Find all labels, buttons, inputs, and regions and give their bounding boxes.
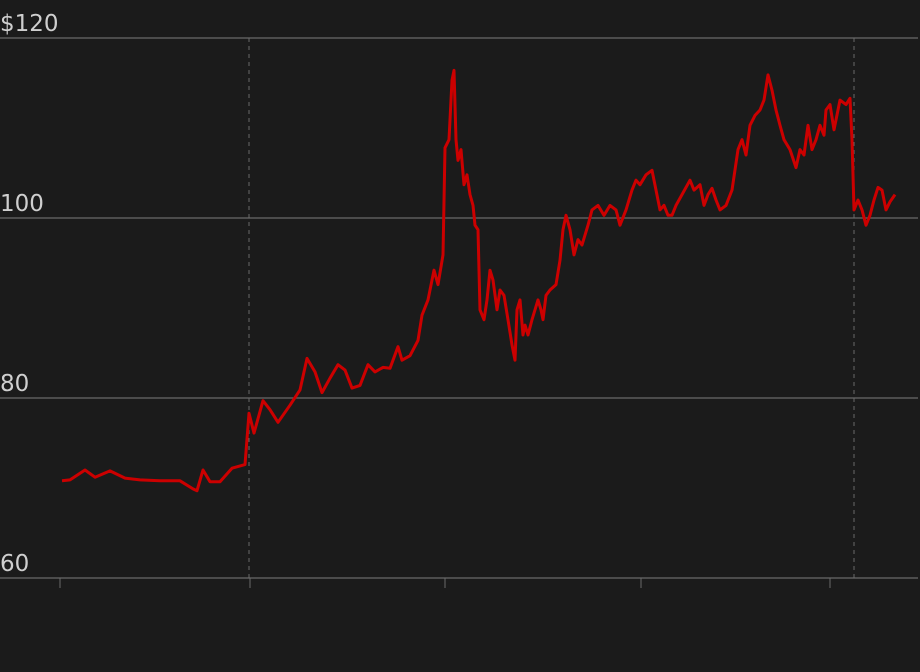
x-axis-ticks [59, 578, 831, 588]
price-series-line [61, 68, 897, 493]
y-tick-label: $120 [0, 11, 59, 37]
y-axis-labels: $120 100 80 60 [0, 11, 59, 577]
dashed-markers [248, 38, 855, 578]
gridlines [0, 37, 918, 579]
y-tick-label: 60 [0, 551, 29, 577]
y-tick-label: 80 [0, 371, 29, 397]
y-tick-label: 100 [0, 191, 44, 217]
